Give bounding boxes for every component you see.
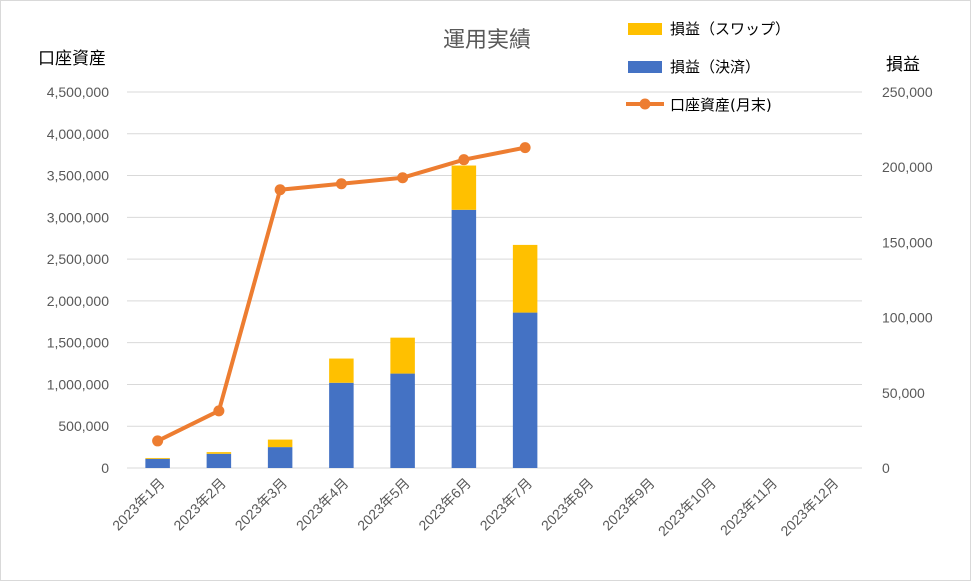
right-axis-ticks: 0 50,000 100,000 150,000 200,000 250,000 [882,84,933,476]
left-tick-label: 500,000 [58,418,109,434]
bar-segment [145,458,170,468]
right-tick-label: 150,000 [882,234,933,250]
line-point [335,178,347,190]
right-tick-label: 200,000 [882,159,933,175]
bar-segment [512,312,538,468]
bars [145,165,538,468]
bar-segment [451,209,477,468]
bar-segment [390,373,415,468]
legend-item-assets: 口座資産(月末) [626,96,772,114]
legend-label-assets: 口座資産(月末) [670,96,772,114]
left-tick-label: 1,000,000 [47,376,109,392]
bar-segment [390,337,415,374]
bar-segment [145,457,170,459]
gridlines [127,91,862,469]
left-tick-label: 3,500,000 [47,168,109,184]
left-tick-label: 4,000,000 [47,126,109,142]
left-tick-label: 1,500,000 [47,335,109,351]
right-tick-label: 50,000 [882,385,925,401]
bar-segment [329,358,354,383]
left-tick-label: 2,500,000 [47,251,109,267]
legend-marker-assets [639,98,651,110]
right-tick-label: 100,000 [882,310,933,326]
left-tick-label: 0 [101,460,109,476]
bar-segment [329,382,354,468]
line-point [274,184,286,196]
right-tick-label: 250,000 [882,84,933,100]
line-point [213,405,225,417]
left-tick-label: 3,000,000 [47,209,109,225]
legend-swatch-settlement [628,61,662,73]
line-point [519,142,531,154]
bar-segment [206,453,232,468]
right-axis-title: 損益 [886,55,920,75]
chart-title: 運用実績 [443,28,531,53]
bar-segment [206,452,232,454]
legend: 損益（スワップ） 損益（決済） 口座資産(月末) [626,20,790,114]
bar-segment [451,165,477,210]
legend-swatch-swap [628,23,662,35]
left-axis-ticks: 0 500,000 1,000,000 1,500,000 2,000,000 2,500… [47,84,110,476]
bar-segment [267,447,293,468]
line-series [152,142,531,447]
left-tick-label: 4,500,000 [47,84,109,100]
line-point [152,435,164,447]
legend-label-settlement: 損益（決済） [670,58,760,76]
legend-item-swap: 損益（スワップ） [628,20,790,38]
left-axis-title: 口座資産 [38,49,106,69]
line-point [458,154,470,166]
legend-item-settlement: 損益（決済） [628,58,760,76]
bar-segment [512,244,538,313]
line-point [397,172,409,184]
bar-segment [267,439,293,448]
legend-label-swap: 損益（スワップ） [670,20,790,38]
right-tick-label: 0 [882,460,890,476]
left-tick-label: 2,000,000 [47,293,109,309]
